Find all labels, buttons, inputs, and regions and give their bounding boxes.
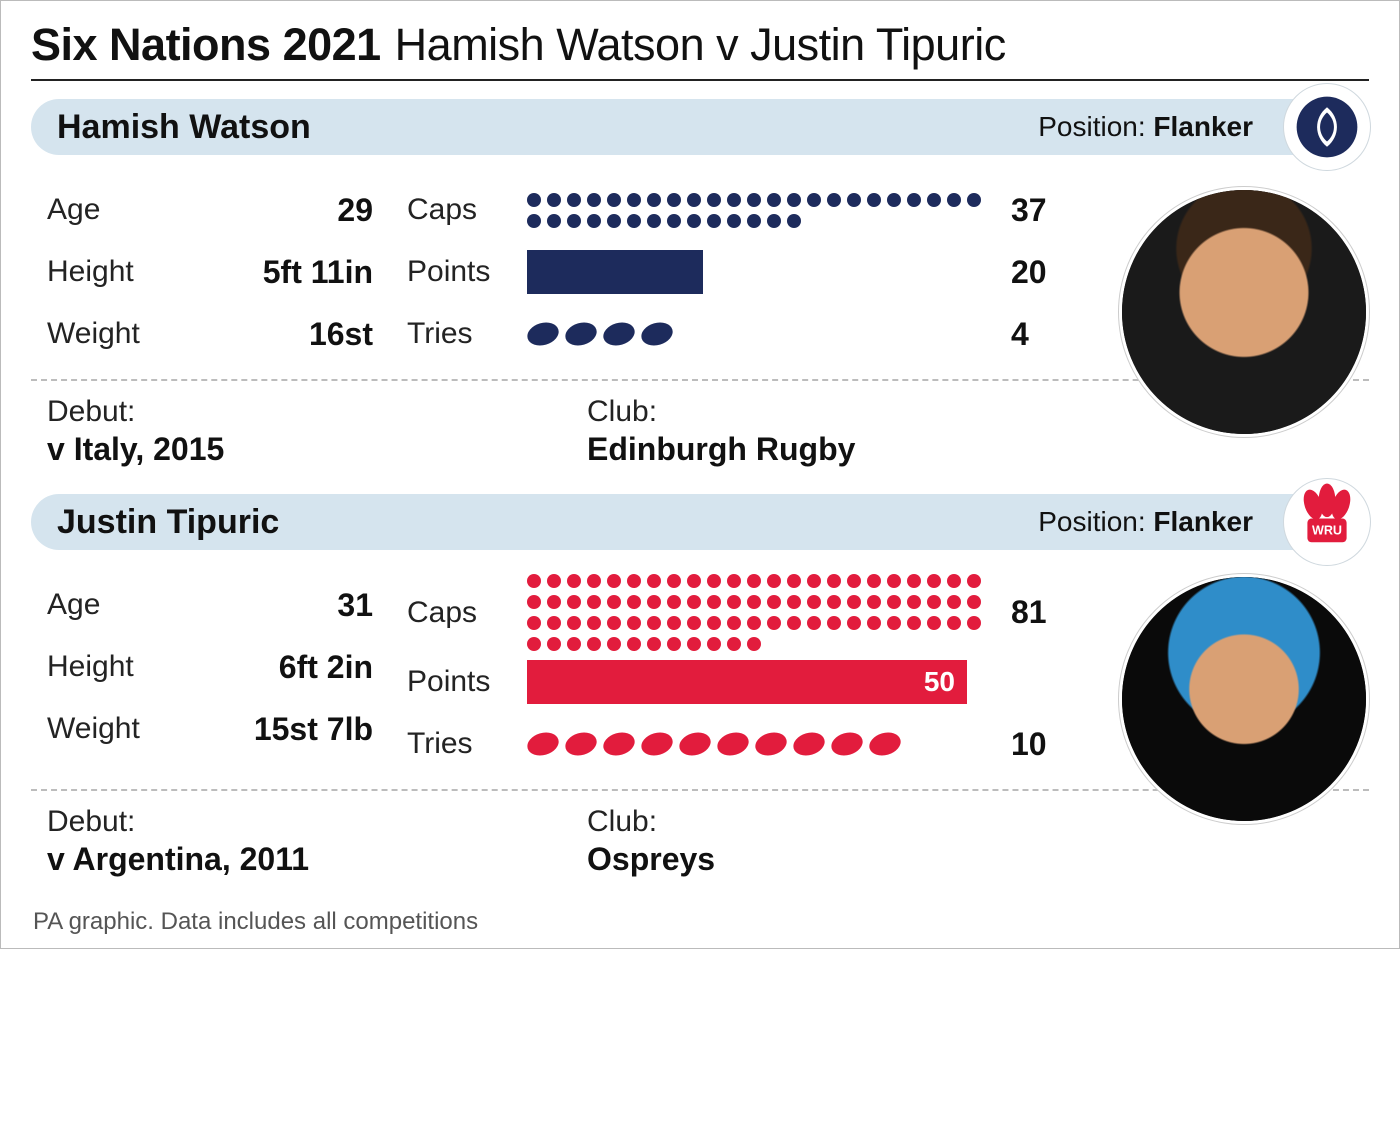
player-name: Justin Tipuric <box>57 503 279 542</box>
player-position: Position: Flanker <box>1038 506 1253 538</box>
height-value: 5ft 11in <box>177 254 397 291</box>
height-value: 6ft 2in <box>177 649 397 686</box>
club-value: Ospreys <box>587 841 1369 878</box>
portrait-placeholder <box>1122 577 1366 821</box>
caps-dot-grid <box>527 574 997 651</box>
height-label: Height <box>47 255 177 289</box>
age-label: Age <box>47 193 177 227</box>
player-card-tipuric: Justin Tipuric Position: Flanker WRU Age… <box>31 494 1369 904</box>
title-bold: Six Nations 2021 <box>31 19 381 71</box>
vitals-column: Age29 Height5ft 11in Weight16st <box>47 179 397 365</box>
career-column: Caps 81 Points 50 Tries 10 <box>407 574 1067 775</box>
age-value: 31 <box>177 587 397 624</box>
player-position: Position: Flanker <box>1038 111 1253 143</box>
credit-text: PA graphic. Data includes all competitio… <box>31 908 1369 936</box>
infographic-card: Six Nations 2021 Hamish Watson v Justin … <box>0 0 1400 949</box>
title-divider <box>31 79 1369 81</box>
career-column: Caps 37 Points 20 Tries 4 <box>407 179 1067 365</box>
points-bar <box>527 250 997 294</box>
points-value: 20 <box>997 254 1067 291</box>
points-label: Points <box>407 665 527 699</box>
player-name-bar: Hamish Watson Position: Flanker <box>31 99 1369 155</box>
nation-crest-wales: WRU <box>1283 478 1371 566</box>
player-card-watson: Hamish Watson Position: Flanker Age29 He… <box>31 99 1369 494</box>
weight-value: 16st <box>177 316 397 353</box>
player-portrait <box>1119 574 1369 824</box>
points-label: Points <box>407 255 527 289</box>
tries-icons <box>527 323 997 345</box>
player-name: Hamish Watson <box>57 108 311 147</box>
caps-value: 81 <box>997 594 1067 631</box>
title-row: Six Nations 2021 Hamish Watson v Justin … <box>31 19 1369 71</box>
player-portrait <box>1119 187 1369 437</box>
tries-value: 4 <box>997 316 1067 353</box>
caps-label: Caps <box>407 596 527 630</box>
height-label: Height <box>47 650 177 684</box>
title-light: Hamish Watson v Justin Tipuric <box>395 19 1006 71</box>
points-bar: 50 <box>527 660 997 704</box>
bottom-row: Debut: v Argentina, 2011 Club: Ospreys <box>31 801 1369 904</box>
debut-value: v Argentina, 2011 <box>47 841 587 878</box>
weight-value: 15st 7lb <box>177 711 397 748</box>
nation-crest-scotland <box>1283 83 1371 171</box>
tries-value: 10 <box>997 726 1067 763</box>
debut-label: Debut: <box>47 805 587 839</box>
vitals-column: Age31 Height6ft 2in Weight15st 7lb <box>47 574 397 775</box>
debut-value: v Italy, 2015 <box>47 431 587 468</box>
debut-label: Debut: <box>47 395 587 429</box>
weight-label: Weight <box>47 712 177 746</box>
tries-icons <box>527 733 997 755</box>
weight-label: Weight <box>47 317 177 351</box>
svg-text:WRU: WRU <box>1312 524 1342 538</box>
tries-label: Tries <box>407 317 527 351</box>
tries-label: Tries <box>407 727 527 761</box>
caps-label: Caps <box>407 193 527 227</box>
caps-value: 37 <box>997 192 1067 229</box>
age-value: 29 <box>177 192 397 229</box>
portrait-placeholder <box>1122 190 1366 434</box>
age-label: Age <box>47 588 177 622</box>
caps-dot-grid <box>527 193 997 228</box>
player-name-bar: Justin Tipuric Position: Flanker WRU <box>31 494 1369 550</box>
